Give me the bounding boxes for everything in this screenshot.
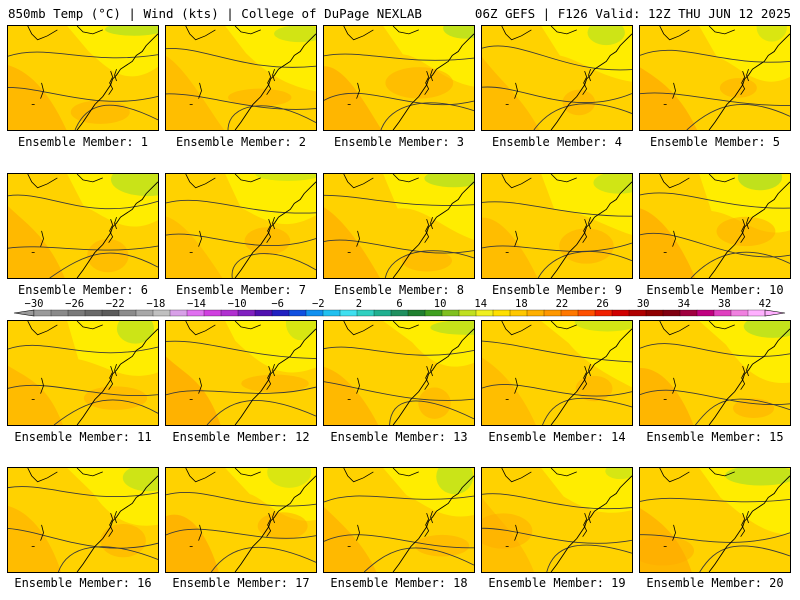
- header-right-title: 06Z GEFS | F126 Valid: 12Z THU JUN 12 20…: [474, 6, 791, 21]
- ensemble-member-caption: Ensemble Member: 18: [330, 576, 468, 590]
- colorbar-tick-label: −10: [228, 298, 247, 310]
- ensemble-member-caption: Ensemble Member: 13: [330, 430, 468, 444]
- colorbar-tick-label: −26: [65, 298, 84, 310]
- ensemble-member-caption: Ensemble Member: 6: [17, 283, 149, 297]
- colorbar-tick-label: 6: [396, 298, 402, 310]
- ensemble-member-caption: Ensemble Member: 10: [646, 283, 784, 297]
- ensemble-map-panel: [7, 320, 159, 426]
- ensemble-map-panel: [323, 320, 475, 426]
- ensemble-map-panel: [481, 320, 633, 426]
- colorbar-tick-label: −2: [312, 298, 325, 310]
- ensemble-member-caption: Ensemble Member: 1: [17, 135, 149, 149]
- ensemble-member-caption: Ensemble Member: 2: [175, 135, 307, 149]
- header-left-title: 850mb Temp (°C) | Wind (kts) | College o…: [8, 6, 422, 21]
- ensemble-map-panel: [481, 173, 633, 279]
- colorbar-tick-label: 42: [759, 298, 772, 310]
- colorbar-tick-label: 18: [515, 298, 528, 310]
- ensemble-member-caption: Ensemble Member: 20: [646, 576, 784, 590]
- ensemble-map-panel: [323, 25, 475, 131]
- ensemble-map-panel: [323, 467, 475, 573]
- ensemble-map-panel: [7, 25, 159, 131]
- ensemble-map-panel: [165, 25, 317, 131]
- ensemble-member-caption: Ensemble Member: 3: [333, 135, 465, 149]
- ensemble-map-panel: [639, 25, 791, 131]
- ensemble-member-caption: Ensemble Member: 11: [14, 430, 152, 444]
- ensemble-member-caption: Ensemble Member: 16: [14, 576, 152, 590]
- colorbar-tick-label: −18: [146, 298, 165, 310]
- ensemble-map-panel: [323, 173, 475, 279]
- ensemble-map-panel: [639, 467, 791, 573]
- colorbar-tick-label: −30: [25, 298, 44, 310]
- colorbar-tick-label: 2: [356, 298, 362, 310]
- colorbar-tick-label: −6: [271, 298, 284, 310]
- ensemble-map-panel: [481, 467, 633, 573]
- colorbar-tick-label: 34: [677, 298, 690, 310]
- ensemble-map-panel: [165, 320, 317, 426]
- colorbar-tick-label: 26: [596, 298, 609, 310]
- ensemble-map-panel: [165, 467, 317, 573]
- ensemble-member-caption: Ensemble Member: 14: [488, 430, 626, 444]
- ensemble-member-caption: Ensemble Member: 7: [175, 283, 307, 297]
- ensemble-member-caption: Ensemble Member: 8: [333, 283, 465, 297]
- temperature-colorbar: −30 −26 −22 −18 −14 −10 −6 −2 2 6 10 14 18 22 26 30 34 38…: [13, 298, 786, 317]
- ensemble-map-panel: [639, 320, 791, 426]
- ensemble-map-panel: [165, 173, 317, 279]
- ensemble-member-caption: Ensemble Member: 15: [646, 430, 784, 444]
- colorbar-tick-label: 14: [474, 298, 487, 310]
- colorbar-tick-label: 10: [434, 298, 447, 310]
- colorbar-tick-label: 22: [556, 298, 569, 310]
- ensemble-member-caption: Ensemble Member: 19: [488, 576, 626, 590]
- colorbar-tick-label: 30: [637, 298, 650, 310]
- colorbar-tick-label: 38: [718, 298, 731, 310]
- ensemble-member-caption: Ensemble Member: 4: [491, 135, 623, 149]
- ensemble-member-caption: Ensemble Member: 5: [649, 135, 781, 149]
- ensemble-member-caption: Ensemble Member: 9: [491, 283, 623, 297]
- colorbar-tick-label: −22: [106, 298, 125, 310]
- ensemble-member-caption: Ensemble Member: 17: [172, 576, 310, 590]
- ensemble-member-caption: Ensemble Member: 12: [172, 430, 310, 444]
- ensemble-map-panel: [639, 173, 791, 279]
- ensemble-map-panel: [481, 25, 633, 131]
- ensemble-map-panel: [7, 467, 159, 573]
- ensemble-map-panel: [7, 173, 159, 279]
- colorbar-tick-label: −14: [187, 298, 206, 310]
